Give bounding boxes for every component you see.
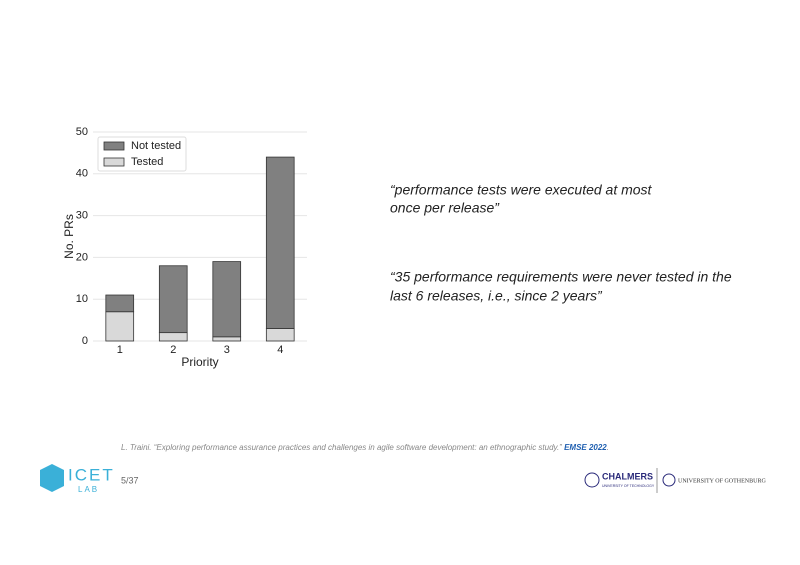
logo-text: ICET [68,465,115,484]
quote: once per release” [390,200,500,216]
y-tick-label: 50 [76,126,88,138]
legend-label: Tested [131,156,163,168]
logo-seal [584,472,600,488]
bar-segment [158,332,188,342]
y-axis-label: No. PRs [62,214,76,259]
y-tick-label: 20 [76,251,88,263]
icet-logo: ICET LAB [40,464,115,494]
bar-segment [105,294,135,313]
logo-text: CHALMERS [602,471,653,481]
x-tick-label: 3 [224,344,230,356]
citation: L. Traini. “Exploring performance assura… [121,443,609,452]
y-tick-label: 10 [76,293,88,305]
bar-segment [265,328,295,342]
quote: last 6 releases, i.e., since 2 years” [390,288,603,304]
x-tick-label: 1 [117,344,123,356]
citation-end: . [607,443,609,452]
y-tick-label: 30 [76,210,88,222]
page-number: 5/37 [121,475,139,485]
chalmers-logo: CHALMERS UNIVERSITY OF TECHNOLOGY UNIVER… [584,468,766,493]
bar-segment [158,265,188,334]
y-tick-label: 0 [82,335,88,347]
legend-label: Not tested [131,140,181,152]
x-tick-label: 4 [277,344,283,356]
bar-segment [212,336,242,342]
quote: “performance tests were executed at most [390,182,653,198]
bar-segment [265,156,295,329]
logo-text: UNIVERSITY OF TECHNOLOGY [602,484,655,488]
logo-text: UNIVERSITY OF GOTHENBURG [678,478,766,484]
quote: “35 performance requirements were never … [390,269,732,285]
legend-swatch [103,157,125,167]
bar-segment [105,311,135,342]
citation-venue: EMSE 2022 [564,443,607,452]
citation-text: L. Traini. “Exploring performance assura… [121,443,564,452]
y-tick-label: 40 [76,168,88,180]
logo-cube [40,464,64,492]
logo-seal [662,473,676,487]
legend-swatch [103,141,125,151]
x-tick-label: 2 [170,344,176,356]
x-axis-label: Priority [181,355,218,369]
logo-text: LAB [78,485,99,494]
bar-segment [212,261,242,338]
